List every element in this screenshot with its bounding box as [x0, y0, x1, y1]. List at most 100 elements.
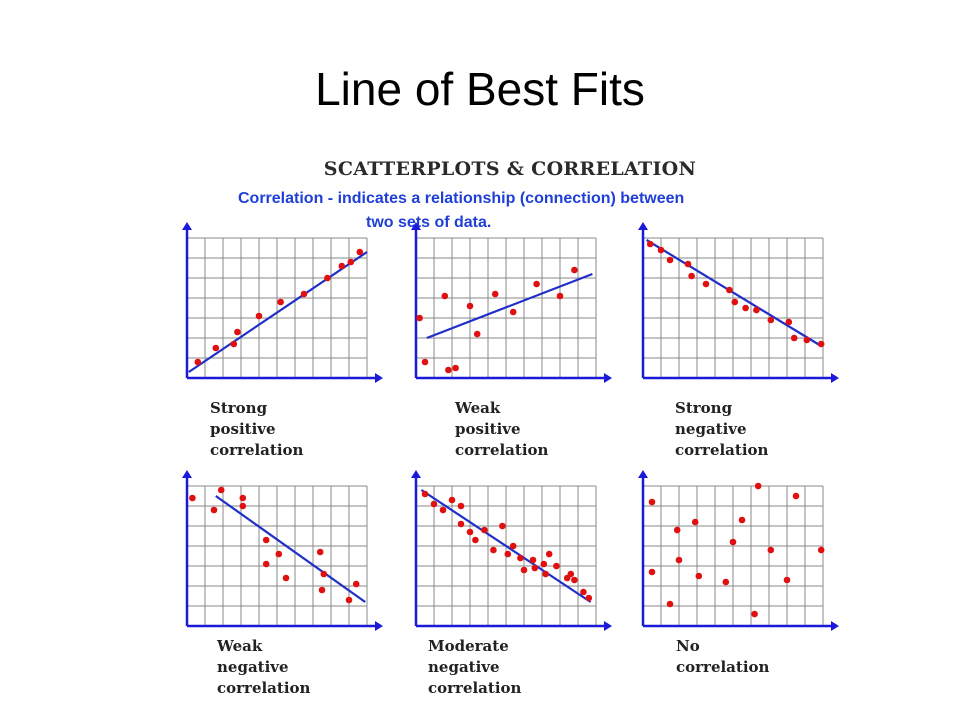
y-axis-arrow — [638, 470, 648, 478]
caption-line-1: Strong negative — [675, 399, 747, 438]
data-point — [738, 516, 746, 524]
caption-line-1: No correlation — [676, 637, 770, 676]
data-point — [316, 548, 324, 556]
panel-caption: Moderate negative correlation — [428, 636, 521, 699]
data-point — [790, 334, 798, 342]
data-point — [542, 570, 549, 578]
data-point — [194, 358, 202, 366]
data-point — [300, 290, 308, 298]
caption-line-1: Weak positive — [455, 399, 521, 438]
x-axis-arrow — [375, 621, 383, 631]
y-axis-arrow — [182, 222, 192, 230]
data-point — [212, 344, 220, 352]
data-point — [817, 340, 825, 348]
data-point — [533, 280, 540, 288]
data-point — [540, 560, 548, 568]
data-point — [731, 298, 739, 306]
line-of-best-fit — [646, 239, 822, 347]
data-point — [684, 260, 692, 268]
grid-lines — [187, 237, 368, 378]
data-point — [217, 486, 225, 494]
data-point — [457, 502, 465, 510]
definition-line-2: two sets of data. — [366, 214, 492, 231]
data-point — [691, 518, 699, 526]
x-axis-arrow — [375, 373, 383, 383]
line-of-best-fit — [426, 272, 593, 340]
data-point — [320, 570, 328, 578]
x-axis-arrow — [831, 621, 839, 631]
data-point — [785, 318, 793, 326]
slide-title: Line of Best Fits — [315, 63, 645, 115]
line-of-best-fit — [215, 495, 366, 603]
data-point — [580, 588, 587, 596]
data-point — [473, 330, 481, 338]
data-point — [556, 292, 564, 300]
data-point — [466, 302, 474, 310]
data-point — [509, 308, 517, 316]
line-of-best-fit — [188, 251, 368, 373]
data-point — [441, 292, 449, 300]
data-point — [234, 328, 241, 336]
data-point — [517, 554, 524, 562]
data-point — [275, 550, 283, 558]
data-point — [520, 566, 528, 574]
data-point — [210, 506, 218, 514]
data-point — [239, 502, 247, 510]
data-point — [490, 546, 497, 554]
data-point — [545, 550, 553, 558]
caption-line-1: Strong positive — [210, 399, 276, 438]
data-point — [356, 248, 364, 256]
panel-caption: Strong positive correlation — [210, 398, 303, 461]
panel-caption: Weak positive correlation — [455, 398, 548, 461]
figure-heading: SCATTERPLOTS & CORRELATION — [323, 158, 697, 180]
data-point — [767, 546, 775, 554]
data-point — [567, 570, 575, 578]
caption-line-1: Moderate negative — [428, 637, 509, 676]
data-point — [230, 340, 238, 348]
data-point — [742, 304, 749, 312]
data-point — [675, 556, 683, 564]
caption-line-2: correlation — [675, 441, 769, 459]
data-point — [783, 576, 791, 584]
panel-caption: Weak negative correlation — [217, 636, 310, 699]
data-point — [648, 498, 656, 506]
line-of-best-fit — [420, 489, 592, 603]
data-point — [448, 496, 456, 504]
data-point — [472, 536, 479, 544]
grid-lines — [643, 485, 824, 626]
definition-line-1: Correlation - indicates a relationship (… — [238, 190, 685, 207]
panel-caption: Strong negative correlation — [675, 398, 768, 461]
y-axis-arrow — [411, 222, 421, 230]
data-point — [481, 526, 488, 534]
data-point — [666, 600, 674, 608]
data-point — [439, 506, 447, 514]
data-point — [688, 272, 695, 280]
data-point — [318, 586, 326, 594]
data-point — [421, 490, 429, 498]
caption-line-1: Weak negative — [217, 637, 289, 676]
data-point — [722, 578, 730, 586]
data-point — [767, 316, 775, 324]
data-point — [571, 266, 578, 274]
data-point — [803, 336, 811, 344]
data-point — [352, 580, 360, 588]
data-point — [751, 610, 758, 618]
data-point — [421, 358, 429, 366]
data-point — [702, 280, 710, 288]
data-point — [262, 536, 270, 544]
data-point — [726, 286, 733, 294]
y-axis-arrow — [411, 470, 421, 478]
data-point — [345, 596, 353, 604]
data-point — [457, 520, 465, 528]
caption-line-2: correlation — [217, 679, 311, 697]
data-point — [673, 526, 681, 534]
data-point — [324, 274, 331, 282]
data-point — [666, 256, 674, 264]
data-point — [239, 494, 247, 502]
data-point — [754, 482, 762, 490]
data-point — [792, 492, 800, 500]
